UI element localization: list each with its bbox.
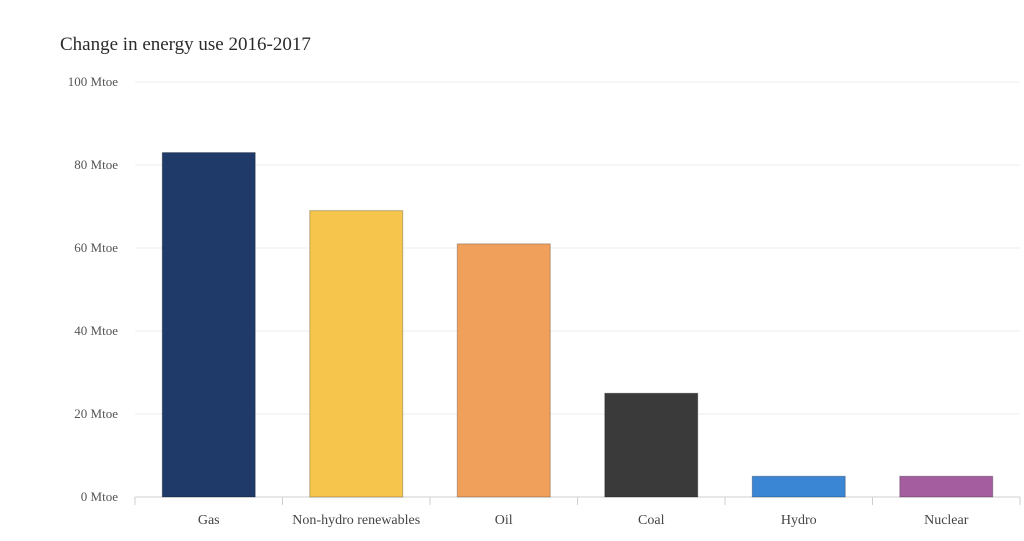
x-tick-label: Non-hydro renewables bbox=[292, 513, 420, 528]
y-tick-label: 40 Mtoe bbox=[74, 323, 118, 338]
x-tick-label: Oil bbox=[495, 513, 513, 528]
bar-hydro bbox=[751, 475, 846, 498]
x-tick-label: Coal bbox=[638, 513, 665, 528]
y-tick-label: 20 Mtoe bbox=[74, 406, 118, 421]
y-tick-label: 0 Mtoe bbox=[81, 489, 118, 504]
x-tick-label: Gas bbox=[198, 513, 220, 528]
x-tick-label: Hydro bbox=[781, 513, 817, 528]
y-tick-label: 80 Mtoe bbox=[74, 157, 118, 172]
bar-gas bbox=[161, 152, 256, 498]
y-tick-label: 100 Mtoe bbox=[68, 74, 118, 89]
y-tick-label: 60 Mtoe bbox=[74, 240, 118, 255]
bar-nuclear bbox=[899, 475, 994, 498]
bar-non-hydro-renewables bbox=[309, 210, 404, 498]
bar-oil bbox=[456, 243, 551, 498]
chart-title: Change in energy use 2016-2017 bbox=[60, 34, 311, 55]
bar-coal bbox=[604, 392, 699, 498]
x-tick-label: Nuclear bbox=[924, 513, 969, 528]
